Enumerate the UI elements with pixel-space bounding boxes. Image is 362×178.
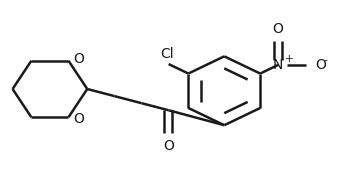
Text: Cl: Cl [160, 46, 174, 61]
Text: -: - [323, 55, 327, 65]
Text: N: N [273, 58, 283, 72]
Text: O: O [73, 52, 84, 66]
Text: O: O [273, 22, 283, 36]
Text: O: O [315, 58, 326, 72]
Text: +: + [285, 54, 293, 64]
Text: O: O [163, 139, 174, 153]
Text: O: O [73, 112, 84, 126]
